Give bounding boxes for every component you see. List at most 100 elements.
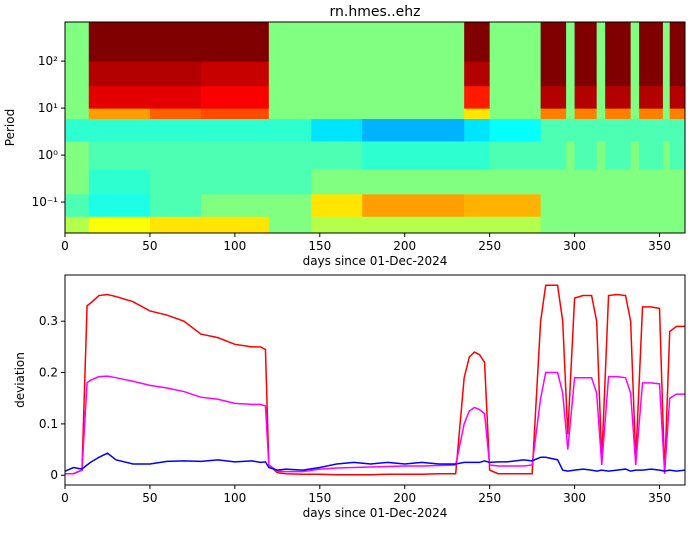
heat-cell (639, 140, 664, 170)
heat-cell (662, 193, 671, 217)
heat-cell (639, 193, 664, 217)
heat-cell (88, 216, 151, 234)
x-tick-label: 0 (61, 491, 69, 505)
heat-cell (639, 216, 664, 234)
heat-cell (88, 61, 151, 87)
heat-cell (268, 193, 312, 217)
heat-cell (268, 216, 312, 234)
heat-cell (566, 22, 576, 62)
heat-cell (596, 169, 606, 195)
heat-cell (605, 216, 632, 234)
heat-cell (311, 169, 363, 195)
heat-cell (662, 140, 671, 170)
heat-cell (596, 108, 606, 120)
heat-cell (149, 118, 202, 142)
heat-cell (669, 85, 686, 109)
heat-cell (639, 169, 664, 195)
heat-cell (65, 61, 90, 87)
y-tick-label: 0 (50, 468, 58, 482)
heat-cell (464, 108, 491, 120)
heat-cell (669, 108, 686, 120)
heat-cell (540, 169, 567, 195)
x-tick-label: 300 (563, 239, 586, 253)
heat-cell (200, 193, 270, 217)
heat-cell (566, 61, 576, 87)
heat-cell (630, 193, 640, 217)
heat-cell (669, 118, 686, 142)
x-tick-label: 0 (61, 239, 69, 253)
heat-cell (566, 216, 576, 234)
heat-cell (65, 140, 90, 170)
heat-cell (200, 108, 270, 120)
heat-cell (362, 108, 465, 120)
heat-cell (268, 169, 312, 195)
heat-cell (362, 216, 465, 234)
heat-cell (88, 193, 151, 217)
heat-cell (362, 22, 465, 62)
heat-cell (464, 193, 491, 217)
y-axis-label: Period (3, 109, 17, 146)
x-axis-label: days since 01-Dec-2024 (303, 506, 448, 520)
heat-cell (200, 85, 270, 109)
heat-cell (574, 140, 598, 170)
heat-cell (669, 216, 686, 234)
heat-cell (574, 108, 598, 120)
x-tick-label: 150 (308, 491, 331, 505)
heat-cell (596, 193, 606, 217)
heat-cell (630, 216, 640, 234)
heat-cell (574, 169, 598, 195)
heat-cell (268, 85, 312, 109)
heat-cell (630, 169, 640, 195)
heat-cell (149, 108, 202, 120)
heat-cell (200, 169, 270, 195)
heat-cell (362, 61, 465, 87)
heat-cell (540, 118, 567, 142)
heat-cell (566, 118, 576, 142)
y-tick-label: 0.1 (39, 417, 58, 431)
x-tick-label: 100 (223, 239, 246, 253)
heat-cell (200, 61, 270, 87)
heat-cell (639, 108, 664, 120)
heat-cell (630, 118, 640, 142)
series-line (65, 371, 685, 475)
heat-cell (149, 22, 202, 62)
heat-cell (464, 61, 491, 87)
heat-cell (464, 22, 491, 62)
heat-cell (574, 61, 598, 87)
heat-cell (574, 22, 598, 62)
x-tick-label: 50 (142, 491, 157, 505)
x-tick-label: 200 (393, 239, 416, 253)
heat-cell (566, 85, 576, 109)
heat-cell (489, 169, 542, 195)
heat-cell (489, 61, 542, 87)
heat-cell (574, 193, 598, 217)
x-tick-label: 50 (142, 239, 157, 253)
heat-cell (566, 193, 576, 217)
heat-cell (540, 193, 567, 217)
heat-cell (489, 193, 542, 217)
heat-cell (489, 108, 542, 120)
heat-cell (268, 61, 312, 87)
heat-cell (65, 169, 90, 195)
x-tick-label: 250 (478, 491, 501, 505)
heat-cell (605, 140, 632, 170)
y-tick-label: 0.2 (39, 366, 58, 380)
heat-cell (311, 216, 363, 234)
heat-cell (464, 169, 491, 195)
heat-cell (362, 118, 465, 142)
y-tick-label: 0.3 (39, 314, 58, 328)
heat-cell (669, 193, 686, 217)
y-tick-label: 10⁰ (38, 148, 58, 162)
heat-cell (149, 85, 202, 109)
heat-cell (605, 85, 632, 109)
heat-cell (540, 108, 567, 120)
y-tick-label: 10² (38, 54, 58, 68)
heat-cell (639, 85, 664, 109)
heat-cell (311, 118, 363, 142)
heat-cell (489, 140, 542, 170)
heat-cell (149, 169, 202, 195)
y-tick-label: 10⁻¹ (32, 195, 59, 209)
heat-cell (574, 118, 598, 142)
heat-cell (540, 140, 567, 170)
heat-cell (669, 169, 686, 195)
